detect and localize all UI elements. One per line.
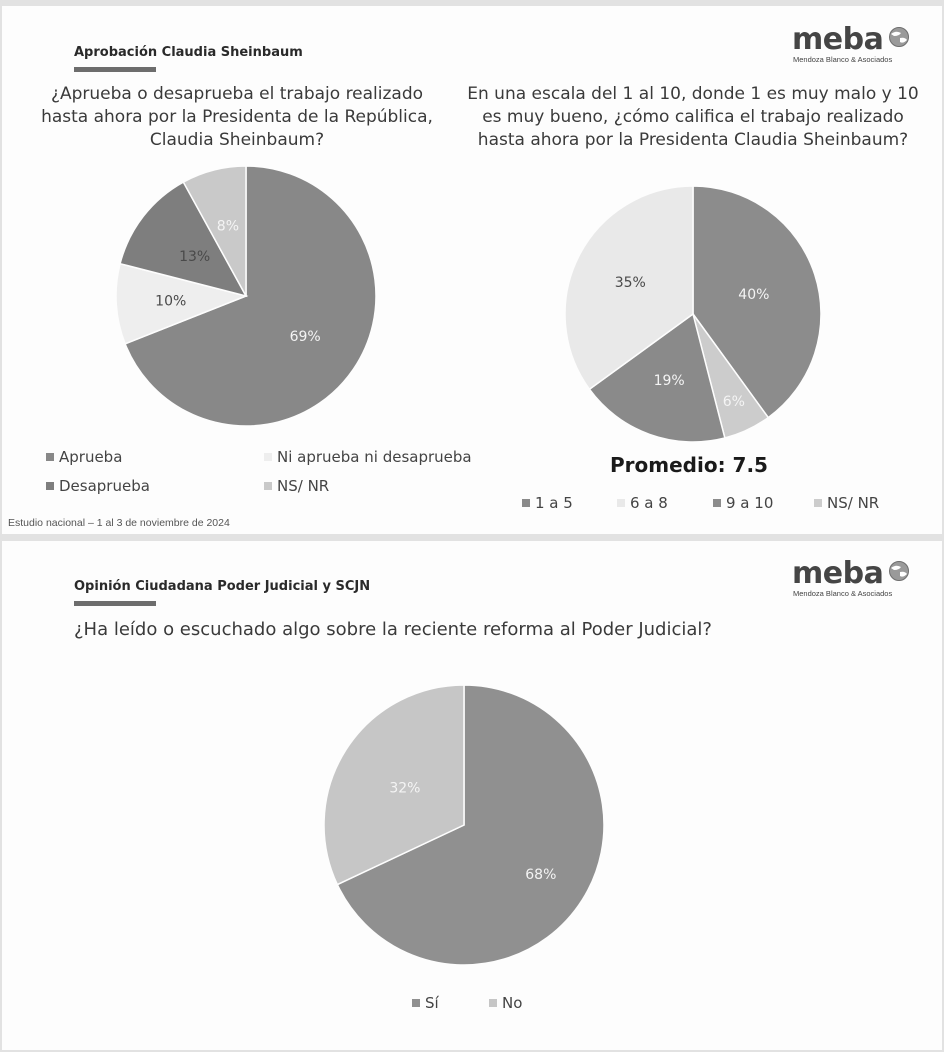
legend-label: 6 a 8	[630, 494, 668, 512]
pie-slice-ns-nr	[182, 165, 247, 297]
approval-pie-chart: 69% 10% 13% 8%	[115, 165, 377, 427]
pie-value-label: 68%	[525, 867, 556, 883]
logo-subtitle: Mendoza Blanco & Asociados	[793, 55, 893, 64]
rating-pie-chart: 40% 6% 19% 35%	[564, 185, 822, 443]
globe-icon	[889, 27, 909, 47]
slide-judicial: Opinión Ciudadana Poder Judicial y SCJN …	[2, 541, 942, 1050]
legend-item-no: No	[489, 994, 522, 1012]
legend-label: 1 a 5	[535, 494, 573, 512]
legend-item-desaprueba: Desaprueba	[46, 477, 150, 495]
legend-swatch	[46, 453, 54, 461]
legend-item-9-a-10: 9 a 10	[713, 494, 773, 512]
pie-slice-ni-aprueba-ni-desaprueba	[115, 262, 249, 345]
legend-swatch	[264, 453, 272, 461]
meba-logo: meba Mendoza Blanco & Asociados	[786, 558, 916, 602]
legend-swatch	[522, 499, 530, 507]
pie-slice-desaprueba	[119, 181, 248, 298]
legend-label: NS/ NR	[827, 494, 880, 512]
legend-swatch	[713, 499, 721, 507]
pie-value-label: 32%	[389, 780, 420, 796]
legend-label: Aprueba	[59, 448, 123, 466]
pie-value-label: 13%	[179, 249, 210, 265]
legend-swatch	[814, 499, 822, 507]
legend-swatch	[489, 999, 497, 1007]
pie-value-label: 10%	[155, 294, 186, 310]
legend-label: No	[502, 994, 523, 1012]
legend-item-si: Sí	[412, 994, 439, 1012]
pie-value-label: 19%	[654, 373, 685, 389]
pie-slice-6-a-8	[564, 185, 694, 391]
legend-item-aprueba: Aprueba	[46, 448, 122, 466]
legend-item-6-a-8: 6 a 8	[617, 494, 668, 512]
legend-label: Desaprueba	[59, 477, 150, 495]
legend-label: 9 a 10	[726, 494, 774, 512]
question-rating: En una escala del 1 al 10, donde 1 es mu…	[467, 84, 919, 150]
logo-wordmark: meba	[792, 556, 884, 591]
study-footnote: Estudio nacional – 1 al 3 de noviembre d…	[8, 517, 230, 529]
meba-logo: meba Mendoza Blanco & Asociados	[786, 24, 916, 68]
logo-subtitle: Mendoza Blanco & Asociados	[793, 589, 893, 598]
slide-approval: Aprobación Claudia Sheinbaum meba Mendoz…	[2, 6, 942, 534]
pie-value-label: 6%	[723, 394, 745, 410]
pie-slice-aprueba	[124, 165, 377, 427]
legend-item-ni-aprueba: Ni aprueba ni desaprueba	[264, 448, 472, 466]
legend-label: Ni aprueba ni desaprueba	[277, 448, 472, 466]
legend-swatch	[617, 499, 625, 507]
judicial-pie-chart: 68% 32%	[323, 684, 605, 966]
pie-slice-9-a-10	[692, 185, 822, 419]
pie-slice-1-a-5	[588, 312, 726, 443]
pie-value-label: 69%	[290, 329, 321, 345]
legend-swatch	[412, 999, 420, 1007]
question-approval: ¿Aprueba o desaprueba el trabajo realiza…	[41, 84, 433, 150]
legend-item-1-a-5: 1 a 5	[522, 494, 573, 512]
globe-icon	[889, 561, 909, 581]
pie-value-label: 8%	[217, 218, 239, 234]
legend-item-ns-nr: NS/ NR	[814, 494, 879, 512]
legend-swatch	[264, 482, 272, 490]
title-underline	[74, 67, 156, 72]
pie-slice-no	[323, 684, 465, 886]
pie-value-label: 40%	[738, 287, 769, 303]
section-title: Opinión Ciudadana Poder Judicial y SCJN	[74, 579, 371, 594]
pie-slice-s-	[336, 684, 605, 966]
pie-value-label: 35%	[615, 275, 646, 291]
title-underline	[74, 601, 156, 606]
legend-label: NS/ NR	[277, 477, 330, 495]
logo-wordmark: meba	[792, 22, 884, 57]
legend-label: Sí	[425, 994, 439, 1012]
legend-item-ns-nr: NS/ NR	[264, 477, 329, 495]
average-score: Promedio: 7.5	[610, 453, 768, 477]
legend-swatch	[46, 482, 54, 490]
question-judicial-reform: ¿Ha leído o escuchado algo sobre la reci…	[74, 619, 712, 640]
section-title: Aprobación Claudia Sheinbaum	[74, 45, 303, 60]
